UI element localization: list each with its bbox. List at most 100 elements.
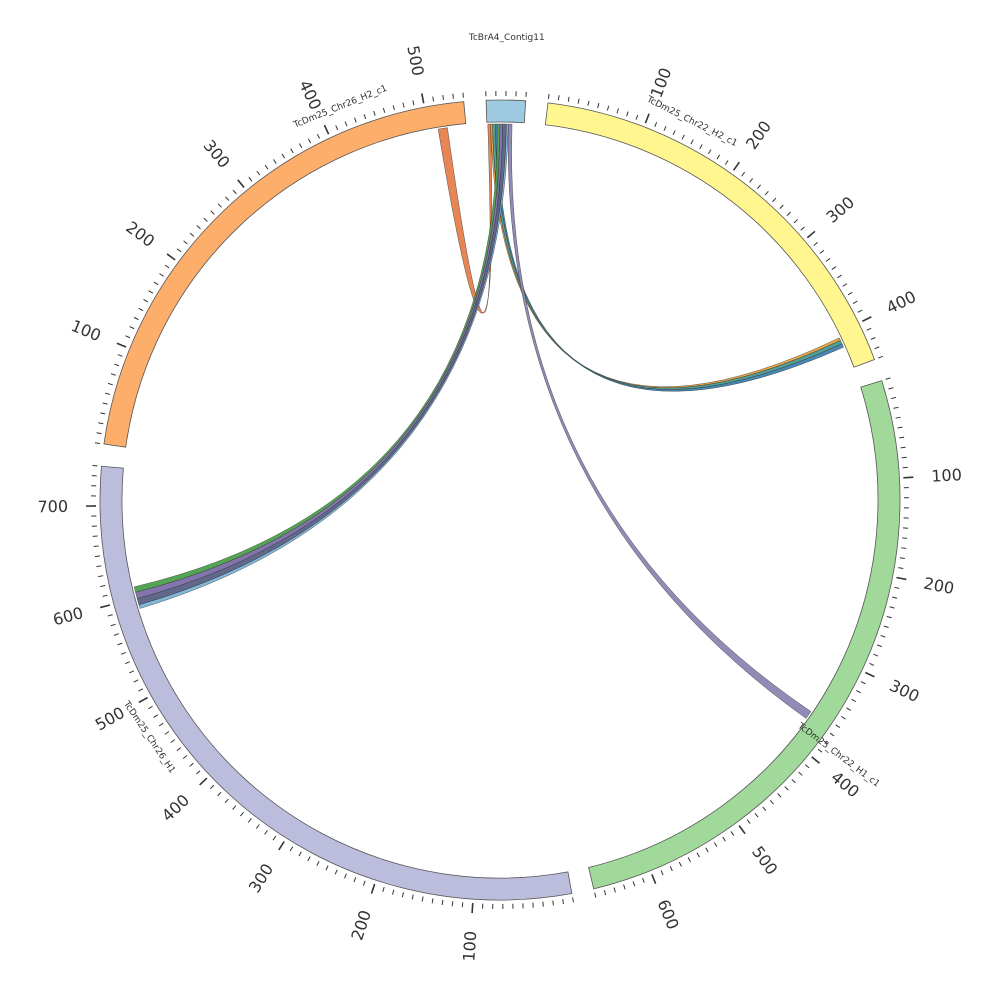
minor-tick [562,899,564,905]
tick-label: 100 [68,316,103,345]
tick-label: 600 [51,603,85,629]
minor-tick [96,565,102,568]
minor-tick [642,877,645,883]
minor-tick [823,740,829,745]
major-tick [644,113,650,124]
minor-tick [603,890,607,896]
minor-tick [901,456,907,459]
minor-tick [741,171,746,177]
minor-tick [681,134,685,140]
tick-label: 200 [347,908,375,943]
tick-label: 400 [295,77,325,113]
minor-tick [746,819,751,824]
minor-tick [552,900,554,906]
link-ribbon [135,123,503,599]
minor-tick [421,896,424,902]
minor-tick [273,159,277,164]
minor-tick [687,857,691,863]
minor-tick [133,679,139,683]
minor-tick [669,866,673,872]
minor-tick [121,651,127,655]
major-tick [166,253,176,261]
minor-tick [451,901,454,907]
minor-tick [224,798,229,804]
minor-tick [264,164,269,170]
minor-tick [113,633,119,636]
minor-tick [196,770,201,775]
segment-tcbra4-contig11 [485,99,527,124]
minor-tick [129,326,135,330]
minor-tick [382,886,385,892]
minor-tick [232,805,237,810]
minor-tick [401,892,405,898]
minor-tick [817,748,823,753]
minor-tick [825,258,831,262]
minor-tick [335,125,339,131]
minor-tick [894,586,900,589]
minor-tick [217,203,222,208]
minor-tick [713,842,718,848]
minor-tick [837,274,842,279]
minor-tick [786,211,791,217]
minor-tick [247,818,252,823]
minor-tick [690,139,694,145]
minor-tick [793,219,798,224]
minor-tick [176,248,182,253]
minor-tick [353,877,357,883]
minor-tick [107,614,113,617]
major-tick [651,874,657,884]
minor-tick [431,898,434,904]
minor-tick [804,764,810,769]
minor-tick [307,856,311,862]
minor-tick [885,377,891,380]
minor-tick [899,557,905,559]
minor-tick [255,824,260,829]
minor-tick [696,852,700,858]
minor-tick [784,786,789,791]
minor-tick [441,899,444,905]
minor-tick [217,791,222,797]
minor-tick [316,133,321,139]
minor-tick [886,615,892,619]
minor-tick [678,861,682,867]
minor-tick [847,291,853,296]
minor-tick [402,102,405,108]
minor-tick [452,93,454,99]
major-tick [138,696,148,704]
minor-tick [158,722,164,727]
tick-label: 400 [883,287,919,318]
minor-tick [873,653,879,657]
minor-tick [124,661,130,665]
minor-tick [94,442,101,444]
minor-tick [96,432,102,435]
minor-tick [724,160,729,165]
major-tick [237,179,245,188]
minor-tick [299,143,303,149]
minor-tick [762,806,767,812]
minor-tick [125,335,131,339]
minor-tick [203,217,208,222]
minor-tick [900,446,906,449]
tick-label: 100 [931,465,963,486]
minor-tick [210,210,215,215]
link-ribbon [490,123,841,389]
minor-tick [889,606,895,609]
minor-tick [325,865,329,871]
minor-tick [892,596,898,599]
minor-tick [851,698,857,703]
major-tick [861,316,872,323]
minor-tick [107,382,113,386]
major-tick [896,576,907,581]
segment-name-label: TcBrA4_Contig11 [468,33,545,43]
minor-tick [663,125,667,131]
segment-tcdm25-chr26-h1 [99,465,573,901]
minor-tick [769,799,774,805]
minor-tick [102,402,108,405]
minor-tick [159,273,164,277]
minor-tick [143,299,149,303]
minor-tick [196,225,201,230]
minor-tick [232,189,237,195]
segment-tcdm25-chr22-h1-c1 [588,380,901,890]
segment-tcdm25-chr22-h2-c1 [544,102,876,368]
major-tick [738,825,746,835]
